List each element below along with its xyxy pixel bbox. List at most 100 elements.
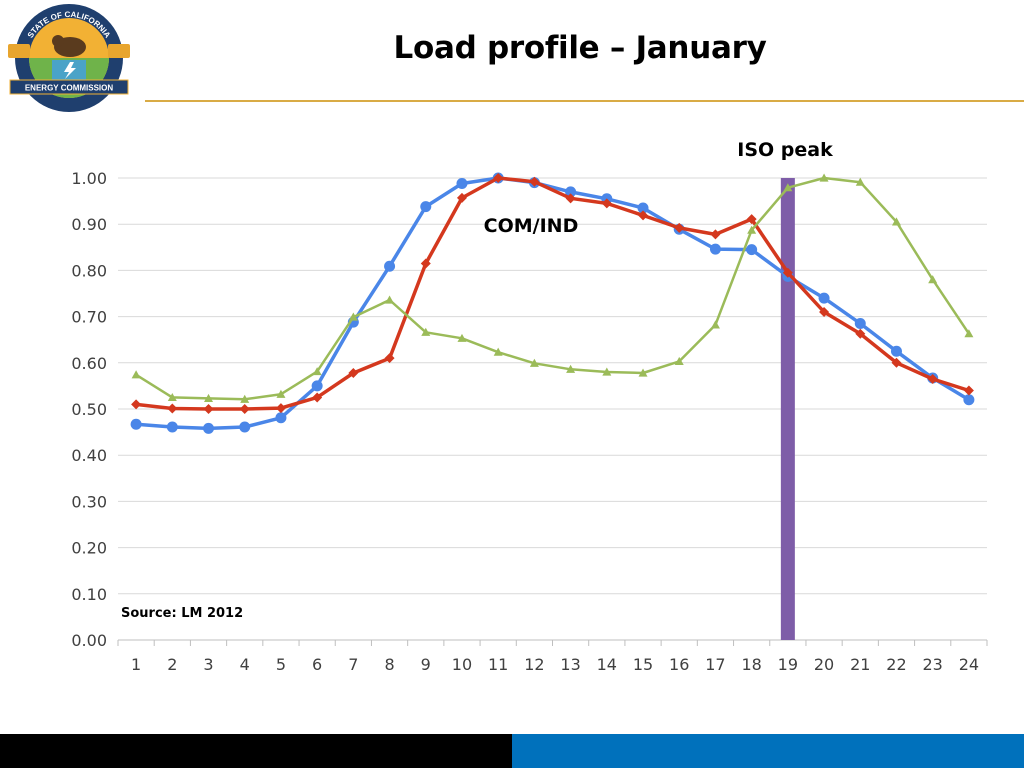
logo-banner: [9, 79, 129, 95]
data-point: [275, 403, 286, 414]
x-tick-label: 19: [778, 655, 798, 674]
data-point: [529, 176, 540, 187]
com-ind-label: COM/IND: [484, 215, 579, 237]
data-point: [311, 380, 323, 392]
data-point: [746, 244, 758, 256]
data-point: [456, 178, 468, 190]
logo-banner-text: ENERGY COMMISSION: [25, 84, 114, 93]
data-point: [601, 198, 612, 209]
y-tick-label: 0.80: [71, 261, 107, 280]
footer-bar-blue: [512, 734, 1024, 768]
x-tick-label: 15: [633, 655, 653, 674]
data-point: [927, 373, 938, 384]
data-point: [710, 229, 721, 240]
load-profile-chart: 0.00 0.10 0.20 0.30 0.40 0.50 0.60 0.70 0.80 0.90…: [0, 120, 1024, 690]
data-point: [348, 367, 359, 378]
data-point: [385, 295, 395, 304]
y-tick-label: 0.00: [71, 631, 107, 650]
data-point: [529, 358, 539, 367]
footer-bar-dark: [0, 734, 512, 768]
data-point: [637, 202, 649, 214]
y-tick-label: 0.40: [71, 446, 107, 465]
chart-series: [130, 172, 975, 434]
chart-axes: 0.00 0.10 0.20 0.30 0.40 0.50 0.60 0.70 0.80 0.90…: [71, 169, 988, 674]
x-tick-label: 24: [959, 655, 979, 674]
y-tick-label: 0.10: [71, 585, 107, 604]
data-point: [674, 356, 684, 366]
data-point: [131, 370, 141, 379]
data-point: [420, 258, 431, 269]
data-point: [421, 327, 431, 336]
data-point: [348, 312, 358, 321]
lightning-icon: [64, 62, 76, 79]
data-point: [964, 329, 974, 338]
data-point: [638, 368, 648, 377]
data-point: [239, 421, 251, 433]
x-tick-label: 22: [886, 655, 906, 674]
x-tick-label: 4: [240, 655, 250, 674]
data-point: [384, 260, 396, 272]
y-tick-label: 0.30: [71, 492, 107, 511]
data-point: [963, 385, 974, 396]
x-tick-label: 16: [669, 655, 689, 674]
data-point: [456, 192, 467, 203]
logo-ribbon-right: [108, 44, 130, 58]
x-tick-label: 18: [741, 655, 761, 674]
data-point: [928, 275, 938, 284]
title-divider: [145, 100, 1024, 102]
x-tick-label: 5: [276, 655, 286, 674]
y-tick-label: 1.00: [71, 169, 107, 188]
y-tick-label: 0.20: [71, 539, 107, 558]
data-point: [166, 421, 178, 433]
data-point: [783, 183, 793, 192]
y-tick-label: 0.60: [71, 354, 107, 373]
iso-peak-bar: [780, 178, 795, 640]
data-point: [638, 210, 649, 221]
y-tick-label: 0.70: [71, 308, 107, 327]
data-point: [239, 404, 250, 414]
y-tick-label: 0.90: [71, 215, 107, 234]
data-point: [130, 418, 142, 430]
series-line-1: [135, 176, 970, 431]
data-point: [384, 353, 395, 364]
chart-gridlines: [118, 177, 987, 595]
data-point: [891, 357, 902, 368]
x-tick-label: 1: [131, 655, 141, 674]
x-tick-label: 23: [923, 655, 943, 674]
page-title: Load profile – January: [393, 30, 767, 66]
series-line-3: [135, 176, 970, 401]
data-point: [855, 328, 866, 339]
x-tick-label: 13: [560, 655, 580, 674]
data-point: [167, 392, 177, 402]
data-point: [566, 364, 576, 373]
data-point: [855, 177, 865, 186]
y-tick-label: 0.50: [71, 400, 107, 419]
data-point: [819, 173, 829, 182]
chart-canvas: 0.00 0.10 0.20 0.30 0.40 0.50 0.60 0.70 0.80 0.90…: [71, 139, 988, 674]
data-point: [782, 267, 793, 278]
x-tick-label: 10: [452, 655, 472, 674]
x-tick-label: 21: [850, 655, 870, 674]
x-tick-label: 14: [597, 655, 617, 674]
data-point: [565, 186, 577, 198]
data-point: [312, 367, 322, 376]
source-label: Source: LM 2012: [121, 606, 243, 621]
data-point: [312, 392, 323, 403]
x-tick-label: 20: [814, 655, 834, 674]
data-point: [746, 214, 757, 225]
data-point: [204, 393, 214, 402]
series-line-2: [135, 176, 970, 411]
data-point: [710, 320, 720, 329]
data-point: [493, 347, 503, 356]
x-tick-label: 3: [203, 655, 213, 674]
data-point: [747, 225, 757, 234]
chart-labels: ISO peak COM/IND Source: LM 2012: [121, 139, 833, 621]
data-point: [891, 217, 901, 226]
x-tick-label: 6: [312, 655, 322, 674]
x-tick-label: 7: [348, 655, 358, 674]
x-tick-label: 11: [488, 655, 508, 674]
iso-peak-label: ISO peak: [737, 139, 833, 161]
data-point: [276, 389, 286, 398]
data-point: [674, 222, 685, 233]
data-point: [709, 243, 721, 255]
